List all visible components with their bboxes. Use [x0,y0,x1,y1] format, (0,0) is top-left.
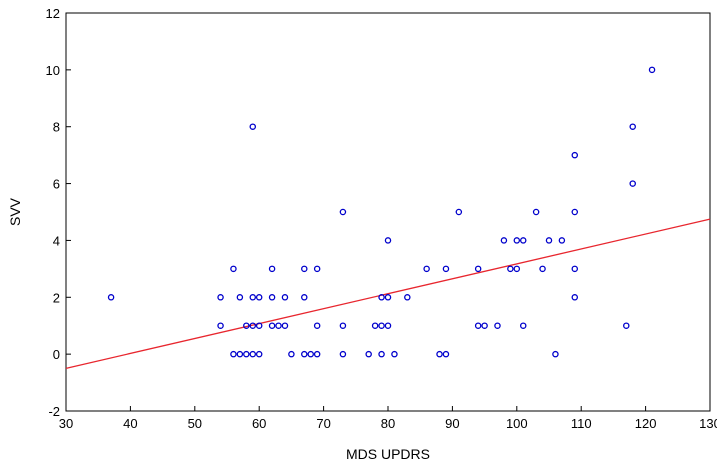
data-point [378,294,385,301]
x-tick-label: 80 [381,416,395,431]
data-point [268,322,276,329]
data-point [339,350,347,358]
data-point [268,294,276,301]
data-point [255,322,263,329]
data-point [268,265,276,273]
y-tick-label: 10 [46,63,60,78]
data-point [442,350,450,358]
x-tick-label: 100 [506,416,528,431]
data-point [474,322,482,329]
data-point [217,294,224,301]
data-point [243,350,250,358]
data-point [513,265,521,273]
data-point [507,265,514,273]
x-tick-label: 110 [571,416,592,431]
data-point [571,294,579,301]
data-point [519,322,527,329]
y-tick-label: 4 [53,233,60,248]
y-tick-label: 0 [53,347,60,362]
data-point [371,322,379,329]
y-tick-label: 2 [53,290,60,305]
data-point [378,350,385,358]
x-tick-label: 90 [445,416,459,431]
data-point [230,350,237,358]
data-point [236,350,244,358]
data-point [384,237,392,244]
data-point [648,66,656,74]
data-point [249,322,257,329]
data-point [339,322,347,329]
x-axis-title: MDS UPDRS [346,446,430,462]
data-point [107,294,115,301]
data-point [404,294,411,301]
data-point [243,322,250,329]
data-point [552,350,559,358]
data-point [519,237,527,244]
data-point [217,322,224,329]
x-tick-label: 130 [699,416,717,431]
data-point [301,265,308,273]
data-point [339,208,347,216]
data-point [571,208,579,216]
data-point [571,151,579,159]
data-point [494,322,501,329]
data-point [236,294,244,301]
regression-line [65,218,711,369]
y-tick-label: 12 [46,6,60,21]
data-point [442,265,450,273]
x-tick-label: 60 [252,416,266,431]
data-point [301,294,308,301]
x-tick-label: 50 [188,416,202,431]
data-point [249,350,257,358]
data-point [384,294,392,301]
y-tick-label: -2 [48,404,60,419]
data-point [281,294,289,301]
x-tick-label: 30 [59,416,73,431]
data-points [107,66,656,358]
data-point [281,322,289,329]
tick-labels: 30 40 50 60 70 80 90 100 110 120 130 -2 0 2 4 6 8 10 12 [46,6,717,431]
data-point [423,265,430,273]
data-point [313,322,321,329]
x-tick-label: 40 [123,416,137,431]
data-point [249,123,257,130]
data-point [500,237,508,244]
x-tick-label: 70 [316,416,330,431]
y-axis-title: SVV [7,197,23,226]
data-point [301,350,308,358]
data-point [255,350,263,358]
data-point [384,322,392,329]
data-point [629,180,636,187]
data-point [391,350,398,358]
data-point [378,322,385,329]
data-point [249,294,257,301]
data-point [288,350,295,358]
data-point [230,265,237,273]
data-point [313,350,321,358]
data-point [307,350,314,358]
axis-ticks [65,12,711,412]
data-point [275,322,282,329]
data-point [436,350,443,358]
data-point [623,322,630,329]
x-tick-label: 120 [635,416,657,431]
data-point [365,350,372,358]
data-point [558,237,566,244]
data-point [474,265,482,273]
data-point [629,123,636,130]
data-point [513,237,521,244]
data-point [545,237,553,244]
data-point [455,208,463,216]
data-point [481,322,488,329]
y-tick-label: 6 [53,177,60,192]
data-point [313,265,321,273]
data-point [255,294,263,301]
y-tick-label: 8 [53,120,60,135]
data-point [532,208,540,216]
data-point [571,265,579,273]
data-point [539,265,546,273]
